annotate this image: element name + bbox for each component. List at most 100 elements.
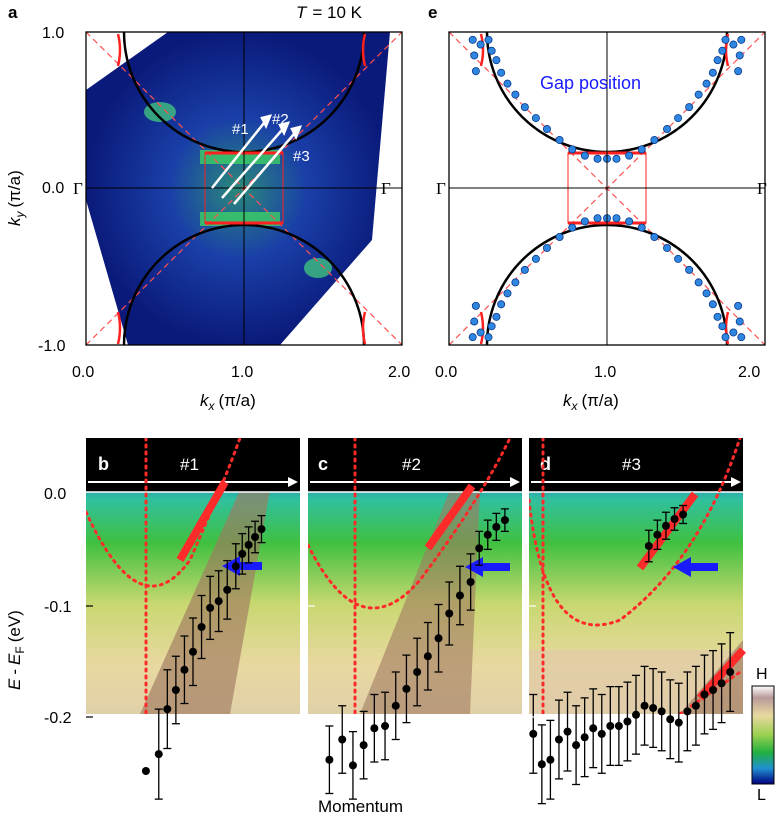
gap-point: [497, 68, 506, 77]
gap-point: [685, 103, 694, 112]
gap-point: [735, 317, 744, 326]
data-point: [661, 521, 670, 530]
gap-point: [503, 289, 512, 298]
panel-label-a: a: [8, 3, 18, 22]
data-point: [413, 668, 422, 676]
gap-point: [718, 46, 727, 55]
data-point: [623, 717, 632, 726]
cut-arrow-1: [211, 122, 265, 189]
y-axis-label-a: ky(π/a): [5, 170, 27, 226]
panel-a: a: [5, 3, 410, 413]
data-point: [606, 722, 615, 730]
colorbar-low: L: [757, 787, 766, 804]
gap-point: [471, 301, 480, 310]
data-point: [492, 522, 501, 531]
data-point: [238, 549, 247, 558]
gap-point: [568, 223, 577, 232]
gamma-right: Γ: [381, 179, 391, 198]
data-point: [231, 562, 240, 571]
data-point: [563, 727, 572, 736]
data-point: [189, 647, 197, 656]
gap-point: [650, 233, 659, 242]
data-point: [657, 707, 666, 716]
y-tick-bottom: -1.0: [38, 338, 66, 355]
data-point: [163, 705, 172, 714]
data-point: [691, 701, 700, 710]
gap-point: [734, 301, 743, 310]
data-point: [359, 741, 368, 750]
data-point: [180, 665, 189, 674]
gap-point: [674, 254, 683, 263]
data-point: [572, 741, 581, 750]
data-point: [597, 729, 606, 738]
blue-arrow-c: [465, 557, 510, 577]
map-hotspot: [144, 102, 176, 122]
points-c: [325, 508, 509, 800]
gap-point: [612, 214, 621, 223]
panel-d-arrowhead: [731, 477, 741, 487]
gap-point: [685, 265, 694, 274]
data-point: [679, 510, 688, 519]
gap-point: [568, 145, 577, 154]
panel-e: e Gap position Γ Γ 0.0 1.0 2.0 kx (π/a): [428, 3, 767, 413]
data-point: [644, 542, 653, 550]
panel-label-e: e: [428, 3, 437, 22]
data-point: [640, 701, 649, 710]
e-tick-marks-inner: [308, 605, 536, 718]
gap-point: [470, 317, 479, 326]
cut-title-2: #2: [402, 455, 421, 474]
x-axis-label-momentum: Momentum: [318, 797, 403, 816]
cut-label-2: #2: [272, 111, 289, 128]
data-point: [338, 735, 347, 744]
data-point: [402, 684, 411, 693]
data-point: [500, 516, 509, 525]
gamma-right-e: Γ: [757, 179, 767, 198]
gap-point: [637, 223, 646, 232]
gap-point: [492, 56, 501, 65]
data-point: [154, 750, 163, 759]
data-point: [709, 686, 718, 694]
gap-point: [487, 322, 496, 331]
points-b: [141, 514, 266, 800]
gap-point: [593, 154, 602, 163]
gap-point: [708, 300, 717, 309]
data-point: [537, 760, 546, 769]
data-point: [391, 701, 400, 710]
gap-point: [713, 56, 722, 65]
gap-point: [721, 35, 730, 44]
spectra-panels: b #1 c #2 d #3: [5, 438, 775, 816]
data-point: [171, 686, 180, 694]
data-point: [445, 609, 454, 618]
data-point: [683, 707, 692, 716]
x-tick-1: 1.0: [231, 364, 253, 381]
gap-point: [721, 333, 730, 342]
band-guide-d: [529, 438, 742, 627]
gap-point: [531, 114, 540, 123]
temperature-value: = 10 K: [312, 3, 362, 22]
cut-label-3: #3: [293, 148, 310, 165]
data-point: [700, 690, 709, 699]
gap-point: [612, 154, 621, 163]
data-point: [546, 755, 555, 764]
data-point: [206, 603, 215, 612]
data-point: [717, 679, 726, 688]
x-tick-0: 0.0: [72, 364, 94, 381]
panel-b-arrowhead: [288, 477, 298, 487]
gap-point: [470, 51, 479, 60]
data-point: [257, 525, 266, 534]
gap-point: [580, 217, 589, 226]
cut-title-3: #3: [622, 455, 641, 474]
band-segment-b: [176, 480, 229, 562]
gap-point: [735, 51, 744, 60]
gap-point: [694, 90, 703, 99]
gamma-left: Γ: [73, 179, 83, 198]
gap-point: [476, 40, 485, 49]
data-point: [726, 668, 735, 676]
data-point: [529, 729, 538, 738]
cut-arrowhead-2: [278, 121, 291, 137]
gap-point: [468, 333, 477, 342]
data-point: [325, 755, 334, 764]
data-point: [141, 767, 150, 775]
gap-point: [663, 125, 672, 134]
data-point: [455, 591, 464, 600]
